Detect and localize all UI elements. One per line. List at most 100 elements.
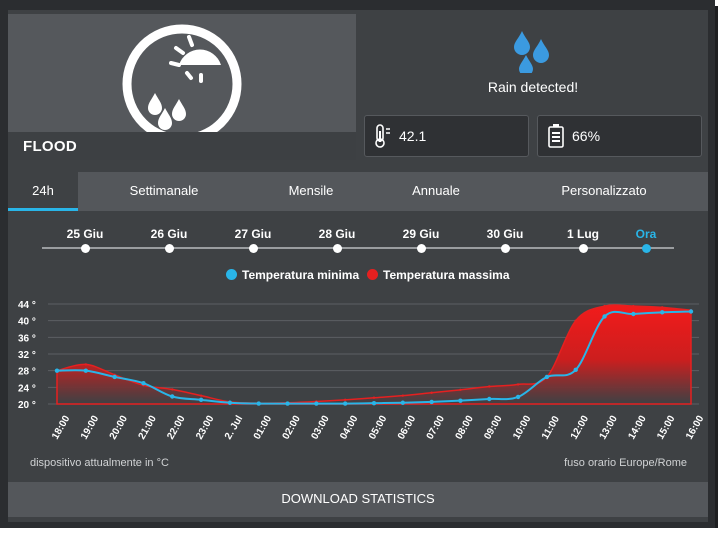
x-tick-label: 12:00 bbox=[569, 413, 592, 441]
y-tick-label: 20 ° bbox=[18, 400, 36, 411]
min-point bbox=[314, 401, 319, 406]
legend-swatch-min bbox=[226, 269, 237, 280]
min-point bbox=[198, 397, 204, 403]
max-point bbox=[516, 383, 520, 386]
max-point bbox=[660, 306, 664, 309]
timezone-note: fuso orario Europe/Rome bbox=[564, 457, 687, 469]
temperature-tile: 42.1 bbox=[364, 115, 529, 157]
timeline-label: 29 Giu bbox=[402, 227, 440, 241]
tab-mensile[interactable]: Mensile bbox=[288, 183, 334, 198]
temperature-value: 42.1 bbox=[399, 128, 427, 144]
min-point bbox=[141, 380, 146, 386]
y-tick-label: 40 ° bbox=[18, 317, 36, 328]
timeline-point-29-giu[interactable] bbox=[416, 244, 426, 253]
x-tick-label: 05:00 bbox=[367, 413, 390, 441]
max-point bbox=[603, 304, 606, 308]
x-tick-label: 10:00 bbox=[511, 413, 534, 441]
device-image: FLOOD bbox=[8, 14, 356, 160]
battery-icon bbox=[548, 124, 564, 148]
unit-note: dispositivo attualmente in °C bbox=[30, 457, 169, 469]
x-tick-label: 07:00 bbox=[425, 413, 448, 441]
min-point bbox=[515, 394, 521, 400]
legend-item-min[interactable]: Temperatura minima bbox=[226, 268, 359, 284]
x-tick-label: 23:00 bbox=[194, 413, 217, 441]
y-tick-label: 44 ° bbox=[18, 300, 36, 311]
max-point bbox=[372, 396, 376, 399]
max-point bbox=[401, 394, 405, 397]
x-tick-label: 21:00 bbox=[137, 413, 160, 441]
weather-rain-sun-icon bbox=[122, 24, 242, 144]
min-point bbox=[285, 401, 290, 406]
max-point bbox=[430, 391, 433, 394]
min-point bbox=[342, 401, 348, 406]
legend-label-max: Temperatura massima bbox=[383, 268, 510, 282]
min-point bbox=[487, 396, 492, 402]
x-tick-label: 04:00 bbox=[338, 413, 361, 441]
temperature-chart: 20 ° 24 ° 28 ° 32 ° 36 ° 40 ° 44 ° 18:00 19:00 2… bbox=[18, 300, 707, 442]
device-name: FLOOD bbox=[23, 138, 77, 155]
x-tick-label: 03:00 bbox=[309, 413, 332, 441]
x-tick-label: 09:00 bbox=[482, 413, 505, 441]
x-tick-label: 11:00 bbox=[540, 414, 562, 442]
min-point bbox=[227, 400, 233, 405]
min-point bbox=[544, 374, 550, 380]
y-tick-label: 36 ° bbox=[18, 333, 36, 344]
min-point bbox=[400, 400, 406, 405]
max-point bbox=[343, 398, 347, 402]
min-point bbox=[83, 368, 89, 373]
legend-item-max[interactable]: Temperatura massima bbox=[367, 268, 510, 284]
min-point bbox=[659, 310, 665, 315]
x-tick-label: 22:00 bbox=[165, 413, 188, 441]
battery-value: 66% bbox=[572, 128, 601, 144]
tab-annuale[interactable]: Annuale bbox=[412, 183, 460, 198]
timeline-point-25-giu[interactable] bbox=[80, 244, 90, 253]
tab-personalizzato[interactable]: Personalizzato bbox=[561, 183, 647, 198]
max-point bbox=[488, 385, 491, 388]
min-point bbox=[573, 367, 578, 373]
max-point bbox=[459, 388, 462, 392]
x-tick-label: 13:00 bbox=[598, 413, 621, 441]
period-tabs: 24h Settimanale Mensile Annuale Personal… bbox=[8, 172, 708, 211]
tab-24h[interactable]: 24h bbox=[8, 172, 78, 211]
series-max-area bbox=[56, 304, 692, 405]
y-tick-label: 24 ° bbox=[18, 383, 36, 394]
min-point bbox=[170, 394, 175, 399]
timeline-point-27-giu[interactable] bbox=[248, 244, 258, 253]
timeline-point-26-giu[interactable] bbox=[164, 244, 174, 253]
card-edge bbox=[715, 6, 718, 528]
timeline-point-now[interactable] bbox=[641, 244, 651, 253]
y-tick-label: 28 ° bbox=[18, 367, 36, 378]
timeline-label: 28 Giu bbox=[318, 227, 356, 241]
rain-status-text: Rain detected! bbox=[487, 79, 579, 95]
x-tick-label: 06:00 bbox=[396, 413, 419, 441]
timeline-label: 30 Giu bbox=[486, 227, 524, 241]
min-point bbox=[688, 309, 694, 314]
thermometer-icon bbox=[375, 124, 390, 148]
min-point bbox=[54, 368, 60, 373]
legend-label-min: Temperatura minima bbox=[242, 268, 360, 282]
x-tick-label: 16:00 bbox=[684, 413, 707, 441]
timeline-point-1-lug[interactable] bbox=[578, 244, 588, 253]
timeline-point-30-giu[interactable] bbox=[500, 244, 510, 253]
x-tick-label: 01:00 bbox=[252, 413, 275, 441]
min-point bbox=[112, 374, 117, 380]
x-tick-label: 02:00 bbox=[281, 413, 304, 441]
min-point bbox=[602, 314, 607, 319]
timeline-label: 27 Giu bbox=[234, 227, 272, 241]
x-tick-label: 15:00 bbox=[655, 413, 678, 441]
download-statistics-button[interactable]: DOWNLOAD STATISTICS bbox=[8, 482, 708, 517]
min-point bbox=[429, 399, 434, 405]
min-point bbox=[458, 398, 463, 403]
timeline-label-now: Ora bbox=[635, 227, 657, 241]
tab-settimanale[interactable]: Settimanale bbox=[129, 183, 199, 198]
timeline-track bbox=[42, 247, 674, 249]
x-tick-label: 08:00 bbox=[454, 413, 477, 441]
max-point bbox=[84, 363, 88, 366]
min-point bbox=[631, 311, 636, 317]
timeline-point-28-giu[interactable] bbox=[332, 244, 342, 253]
raindrops-icon bbox=[514, 31, 549, 73]
timeline-label: 26 Giu bbox=[150, 227, 188, 241]
y-tick-label: 32 ° bbox=[18, 350, 36, 361]
x-tick-label: 19:00 bbox=[79, 413, 102, 441]
max-point bbox=[632, 304, 635, 308]
